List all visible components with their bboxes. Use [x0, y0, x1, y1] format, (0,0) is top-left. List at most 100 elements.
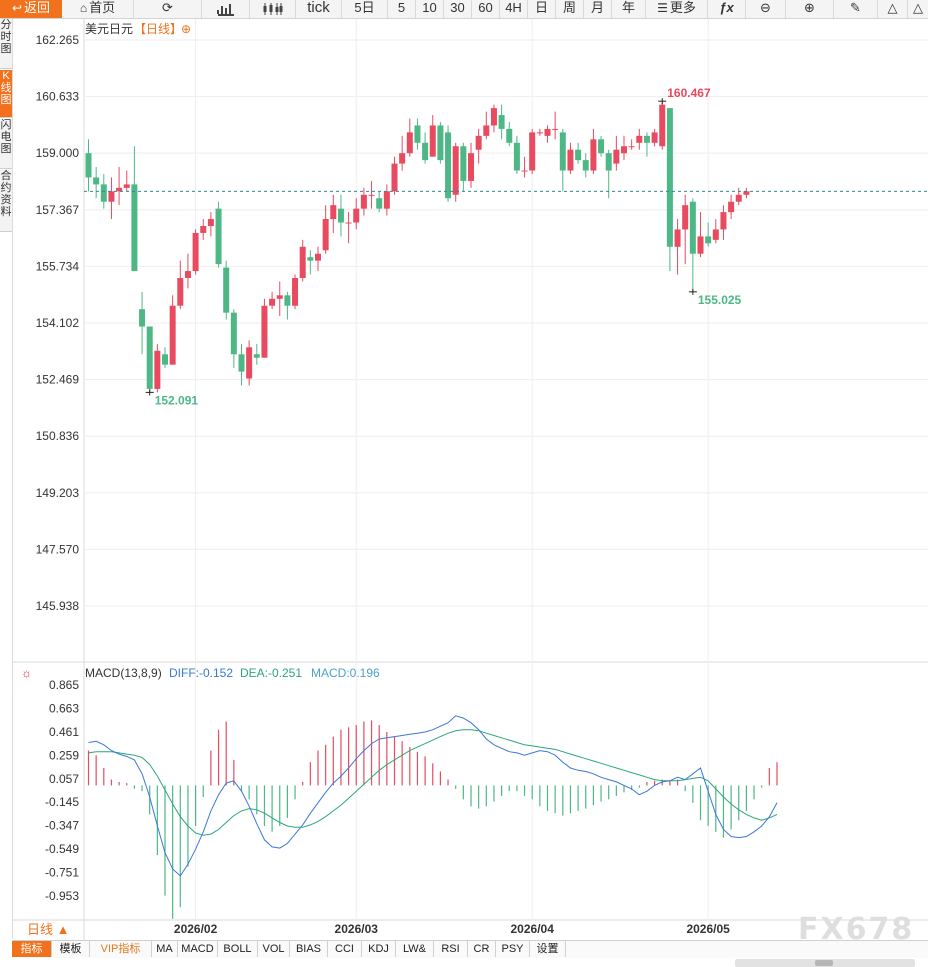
price-tick-label: 147.570	[36, 542, 80, 556]
candle-body	[552, 128, 559, 130]
side-tab-contract[interactable]: 合约资料	[0, 170, 12, 232]
draw-shape-button[interactable]: △	[908, 0, 928, 18]
candle-body	[299, 246, 306, 278]
candle-body	[123, 184, 130, 188]
dea-line	[88, 729, 778, 836]
indicator-psy[interactable]: PSY	[496, 941, 530, 957]
back-label: 返回	[24, 0, 51, 15]
indicator-vol[interactable]: VOL	[258, 941, 290, 957]
scroll-thumb[interactable]	[815, 960, 833, 966]
period-month[interactable]: 月	[584, 0, 612, 18]
refresh-button[interactable]: ⟳	[134, 0, 202, 18]
indicator-settings[interactable]: 设置	[530, 941, 566, 957]
draw-line-button[interactable]: ✎	[834, 0, 878, 18]
kline-style-button[interactable]	[202, 0, 250, 18]
candle-body	[689, 201, 696, 254]
candle-body	[575, 149, 582, 161]
candle-body	[559, 132, 566, 171]
candle-body	[712, 229, 719, 240]
candle-body	[567, 149, 574, 171]
macd-tick-label: -0.953	[45, 889, 79, 903]
back-button[interactable]: ↩ 返回	[0, 0, 62, 18]
candle-body	[139, 309, 146, 327]
candle-body	[376, 198, 383, 209]
indicator-tab-indicators[interactable]: 指标	[12, 941, 52, 957]
return-arrow-icon: ↩	[11, 1, 23, 15]
indicator-bar: 指标 模板 VIP指标 MA MACD BOLL VOL BIAS CCI KD…	[12, 940, 928, 958]
candle-body	[651, 132, 658, 143]
bar-chart-icon	[216, 4, 234, 16]
zoom-out-button[interactable]: ⊖	[746, 0, 786, 18]
indicator-tab-templates[interactable]: 模板	[52, 941, 90, 957]
period-5min[interactable]: 5	[388, 0, 416, 18]
candle-style-button[interactable]	[250, 0, 296, 18]
indicator-settings-icon[interactable]: ☼	[21, 666, 32, 680]
indicator-cci[interactable]: CCI	[328, 941, 362, 957]
chart-scrollbar[interactable]	[735, 959, 915, 967]
indicator-kdj[interactable]: KDJ	[362, 941, 396, 957]
candle-body	[666, 108, 673, 247]
price-axis: 162.265 160.633 159.000 157.367 155.734 154.1…	[36, 33, 80, 613]
indicator-ma[interactable]: MA	[152, 941, 178, 957]
period-week[interactable]: 周	[556, 0, 584, 18]
indicator-macd[interactable]: MACD	[178, 941, 218, 957]
chart-toggle-icon[interactable]: ⊕	[181, 22, 191, 36]
macd-title: MACD(13,8,9)	[85, 666, 162, 680]
chart-symbol: 美元日元	[85, 22, 133, 36]
candle-body	[116, 187, 123, 192]
macd-tick-label: 0.259	[49, 748, 79, 762]
more-button[interactable]: ☰ 更多	[646, 0, 708, 18]
indicator-boll[interactable]: BOLL	[218, 941, 258, 957]
indicator-rsi[interactable]: RSI	[434, 941, 468, 957]
period-30min[interactable]: 30	[444, 0, 472, 18]
candle-body	[659, 104, 666, 147]
candle-body	[307, 257, 314, 261]
period-4h[interactable]: 4H	[500, 0, 528, 18]
candle-body	[621, 146, 627, 154]
candle-body	[162, 354, 168, 365]
candle-body	[445, 132, 452, 199]
candle-body	[513, 142, 520, 171]
candle-body	[146, 326, 153, 389]
candle-body	[536, 132, 543, 134]
indicator-cr[interactable]: CR	[468, 941, 496, 957]
side-tab-timeline[interactable]: 分时图	[0, 19, 12, 69]
side-tab-kline[interactable]: K线图	[0, 70, 12, 118]
price-annotation-low: 152.091	[155, 393, 199, 407]
refresh-icon: ⟳	[162, 0, 173, 15]
side-tab-flash[interactable]: 闪电图	[0, 119, 12, 169]
diff-line	[88, 715, 778, 877]
candle-body	[108, 191, 115, 202]
indicator-bias[interactable]: BIAS	[290, 941, 328, 957]
indicator-tab-vip[interactable]: VIP指标	[90, 941, 152, 957]
price-annotation-recent_low: 155.025	[698, 293, 742, 307]
candle-body	[353, 208, 360, 223]
indicator-lw[interactable]: LW&	[396, 941, 434, 957]
home-button[interactable]: ⌂ 首页	[62, 0, 134, 18]
candle-body	[238, 354, 245, 372]
formula-button[interactable]: ƒx	[708, 0, 746, 18]
zoom-in-button[interactable]: ⊕	[786, 0, 834, 18]
date-tick-label: 2026/04	[511, 922, 555, 936]
price-tick-label: 150.836	[36, 429, 80, 443]
macd-axis: 0.865 0.663 0.461 0.259 0.057 -0.145 -0.347 -0.…	[45, 678, 79, 903]
macd-tick-label: -0.549	[45, 842, 79, 856]
candle-body	[521, 170, 528, 172]
draw-triangle-button[interactable]: △	[878, 0, 908, 18]
period-60min[interactable]: 60	[472, 0, 500, 18]
period-selector-button[interactable]: 日线 ▲	[13, 921, 83, 939]
candle-body	[674, 229, 681, 247]
macd-tick-label: -0.145	[45, 795, 79, 809]
period-day[interactable]: 日	[528, 0, 556, 18]
candle-body	[345, 222, 352, 224]
chart-period-label: 【日线】	[134, 22, 182, 36]
period-year[interactable]: 年	[612, 0, 646, 18]
period-10min[interactable]: 10	[416, 0, 444, 18]
candle-body	[682, 205, 689, 230]
period-tick[interactable]: tick	[296, 0, 342, 18]
candle-body	[544, 128, 551, 136]
candle-body	[292, 277, 299, 306]
period-5day[interactable]: 5日	[342, 0, 388, 18]
candle-body	[131, 184, 138, 272]
chart-canvas[interactable]: 162.265 160.633 159.000 157.367 155.734 154.1…	[0, 0, 928, 940]
